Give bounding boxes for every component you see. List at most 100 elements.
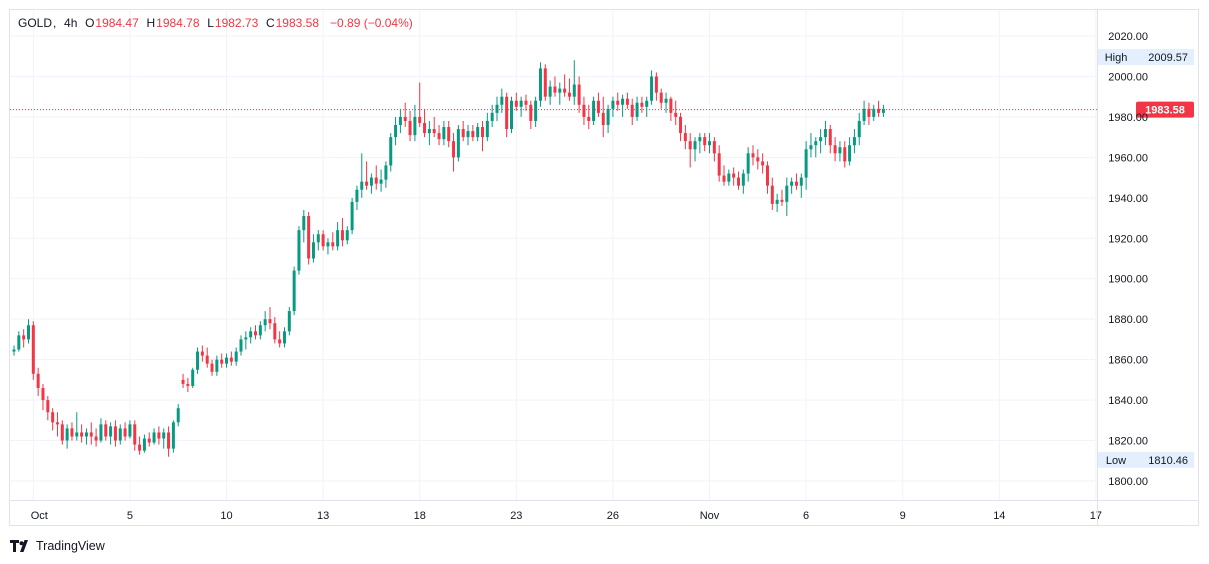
candle-body xyxy=(282,331,286,344)
candle-body xyxy=(456,129,460,158)
candle xyxy=(654,72,658,101)
candle xyxy=(350,197,354,235)
candle xyxy=(437,125,441,146)
candle-body xyxy=(679,116,683,134)
candle-body xyxy=(669,98,673,113)
candle xyxy=(239,335,243,356)
candle xyxy=(611,96,615,117)
candle xyxy=(104,420,108,441)
candle-body xyxy=(200,351,204,356)
candle-body xyxy=(693,141,697,150)
candle-body xyxy=(75,432,79,437)
candle-body xyxy=(326,242,330,247)
candle-body xyxy=(138,444,142,451)
candle xyxy=(176,404,180,427)
candle xyxy=(147,432,151,447)
candle xyxy=(12,345,16,356)
candle xyxy=(790,177,794,194)
candle-body xyxy=(737,177,740,186)
candle xyxy=(785,177,789,217)
candle-body xyxy=(481,127,485,138)
candle-body xyxy=(41,387,45,401)
candle-body xyxy=(640,102,644,107)
candle-body xyxy=(51,412,55,423)
candle-body xyxy=(408,120,412,136)
candle-body xyxy=(843,147,847,162)
candle xyxy=(374,165,378,190)
candle-body xyxy=(558,88,562,93)
candle-body xyxy=(828,129,832,146)
candle xyxy=(287,307,291,336)
candle-body xyxy=(360,181,364,190)
candle xyxy=(191,367,195,388)
candle xyxy=(118,424,122,445)
candle-body xyxy=(712,141,716,154)
candle xyxy=(476,122,480,142)
tradingview-logo-icon xyxy=(10,540,28,552)
candle xyxy=(877,100,881,117)
candle xyxy=(881,104,885,117)
candle-body xyxy=(220,359,224,364)
candle xyxy=(621,94,625,117)
candle-body xyxy=(650,76,654,101)
candle-body xyxy=(466,131,470,138)
candle xyxy=(717,145,721,182)
symbol-name[interactable]: GOLD xyxy=(18,16,53,30)
candle-body xyxy=(432,129,436,134)
y-tick-label: 1820.00 xyxy=(1108,436,1148,448)
candle-body xyxy=(350,201,354,231)
candle-body xyxy=(22,335,26,340)
candle xyxy=(712,137,716,162)
candle xyxy=(804,141,808,190)
candle xyxy=(26,319,30,344)
y-tick-label: 1800.00 xyxy=(1108,476,1148,488)
candle xyxy=(751,145,755,166)
candle-body xyxy=(780,199,784,202)
candle-body xyxy=(297,230,301,271)
candle-body xyxy=(311,242,315,259)
candle-body xyxy=(423,122,427,134)
candle xyxy=(645,96,649,117)
candle xyxy=(205,347,209,368)
candle xyxy=(872,104,876,121)
candle xyxy=(693,137,697,162)
candle-body xyxy=(249,331,253,338)
candles xyxy=(12,60,885,457)
candle-body xyxy=(659,92,663,103)
x-tick-label: 9 xyxy=(900,510,906,522)
candle xyxy=(278,331,282,348)
candle xyxy=(133,420,137,451)
candle xyxy=(442,120,446,146)
candle-body xyxy=(495,104,499,113)
candle xyxy=(505,92,509,138)
candle-body xyxy=(538,68,542,101)
candle xyxy=(592,96,596,125)
candle xyxy=(519,96,523,117)
candle xyxy=(500,88,504,113)
candle-body xyxy=(751,153,755,158)
candle-body xyxy=(89,432,93,437)
candle xyxy=(679,112,683,142)
candle-body xyxy=(345,230,349,241)
candle xyxy=(732,167,736,186)
candle-body xyxy=(99,424,103,441)
candle xyxy=(567,78,571,101)
candle xyxy=(345,226,349,245)
candle xyxy=(577,76,581,113)
current-price-badge xyxy=(1136,101,1194,118)
candle-body xyxy=(505,96,509,130)
candle-body xyxy=(756,157,760,162)
interval-label[interactable]: 4h xyxy=(64,16,78,30)
candle-body xyxy=(418,116,422,123)
tradingview-branding[interactable]: TradingView xyxy=(10,539,105,553)
candle xyxy=(543,64,547,101)
candle xyxy=(167,426,171,457)
candle xyxy=(708,133,712,154)
candle-body xyxy=(109,426,113,437)
candle xyxy=(70,422,74,441)
chart-panel[interactable] xyxy=(9,9,1199,526)
candle-body xyxy=(838,147,842,154)
candle xyxy=(41,383,45,411)
candle xyxy=(548,80,552,105)
